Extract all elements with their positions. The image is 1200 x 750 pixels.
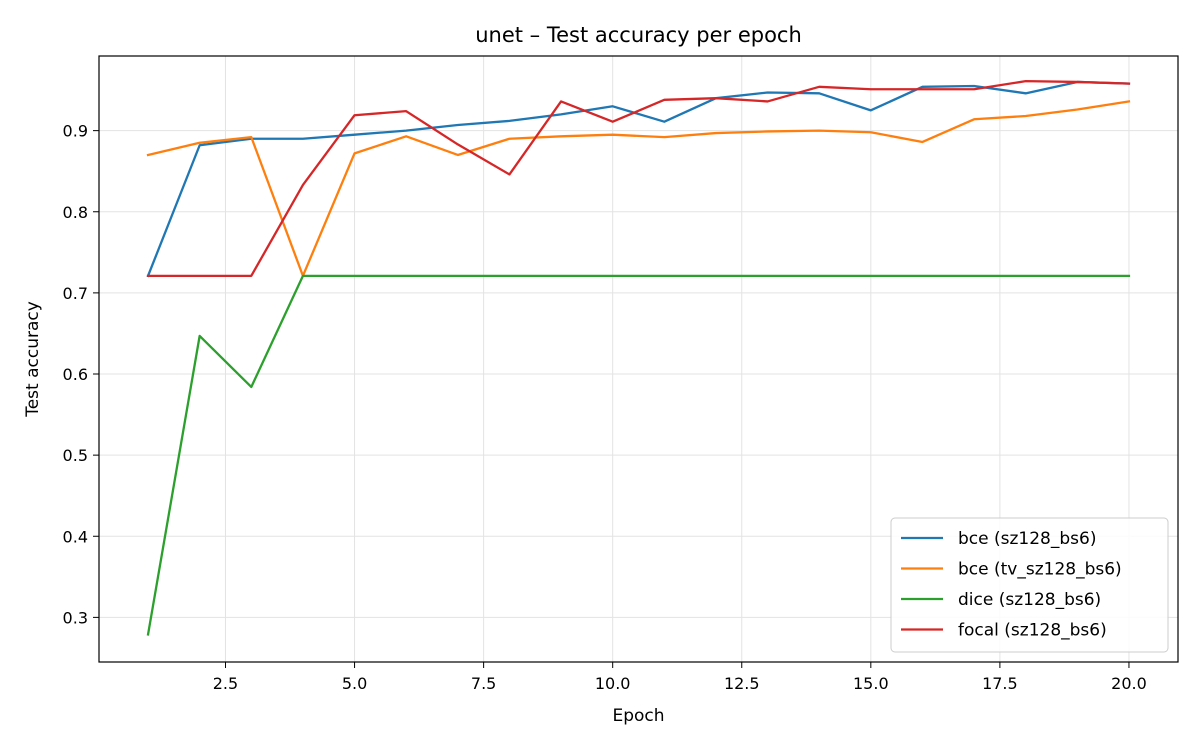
x-tick-label: 7.5 [471, 674, 496, 693]
x-tick-label: 5.0 [342, 674, 367, 693]
x-tick-label: 17.5 [982, 674, 1018, 693]
axis-ticks: 2.5 5.0 7.5 10.0 12.5 15.0 17.5 20.0 0.3 0.4 0.5 0.… [63, 122, 1147, 693]
legend-box [890, 517, 1169, 653]
series-lines [146, 80, 1131, 636]
y-tick-label: 0.4 [63, 527, 88, 546]
x-tick-label: 10.0 [595, 674, 631, 693]
series-line-bce-tv-sz128-bs6 [146, 100, 1131, 278]
x-tick-label: 2.5 [213, 674, 238, 693]
legend-label-dice-sz128-bs6: dice (sz128_bs6) [958, 590, 1101, 610]
y-tick-label: 0.6 [63, 365, 88, 384]
y-axis-label: Test accuracy [23, 301, 43, 418]
legend-label-bce-sz128-bs6: bce (sz128_bs6) [958, 529, 1096, 549]
y-tick-label: 0.8 [63, 203, 88, 222]
x-tick-label: 20.0 [1111, 674, 1147, 693]
series-line-dice-sz128-bs6 [146, 274, 1131, 636]
x-tick-label: 12.5 [724, 674, 760, 693]
series-line-bce-sz128-bs6 [146, 80, 1131, 278]
chart-title: unet – Test accuracy per epoch [475, 23, 802, 47]
series-line-focal-sz128-bs6 [146, 80, 1131, 278]
y-tick-label: 0.9 [63, 122, 88, 141]
plot-frame [98, 55, 1179, 663]
y-tick-label: 0.3 [63, 608, 88, 627]
x-tick-label: 15.0 [853, 674, 889, 693]
x-axis-label: Epoch [612, 706, 664, 726]
legend-label-focal-sz128-bs6: focal (sz128_bs6) [958, 621, 1107, 641]
y-tick-label: 0.7 [63, 284, 88, 303]
legend: bce (sz128_bs6)bce (tv_sz128_bs6)dice (s… [890, 517, 1169, 653]
y-tick-label: 0.5 [63, 446, 88, 465]
legend-label-bce-tv-sz128-bs6: bce (tv_sz128_bs6) [958, 560, 1122, 580]
